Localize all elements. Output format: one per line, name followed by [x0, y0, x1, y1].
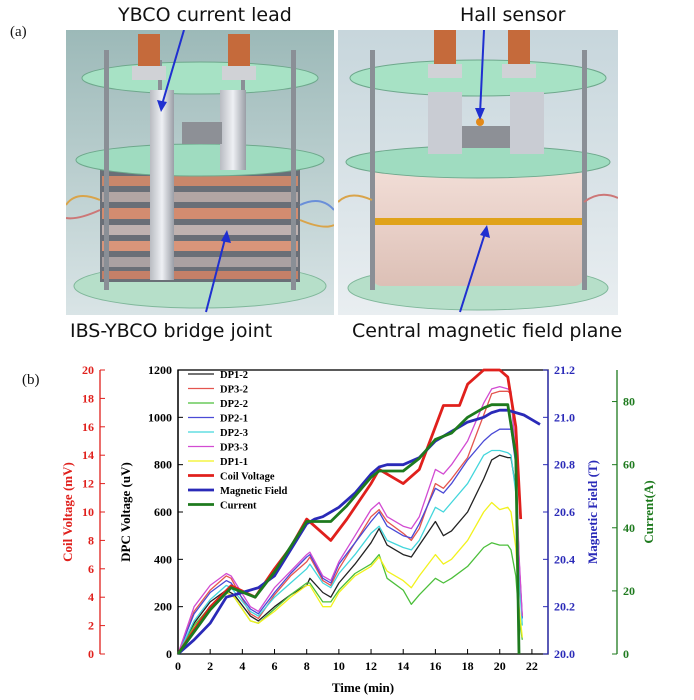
coil-tick-label: 16 — [82, 420, 94, 434]
chart-legend: DP1-2 DP3-2 DP2-2 DP2-1 DP2-3 DP3-3 DP1-1 Coil … — [188, 370, 288, 512]
dpc-tick-label: 600 — [154, 505, 172, 519]
dpc-tick-label: 1200 — [148, 363, 172, 377]
callout-bridge-joint: IBS-YBCO bridge joint — [70, 320, 273, 342]
current-tick-label: 40 — [623, 521, 635, 535]
field-tick-label: 20.0 — [554, 647, 575, 661]
legend-label: DP2-1 — [220, 414, 248, 425]
series-current — [176, 403, 521, 655]
legend-label: Magnetic Field — [220, 486, 288, 497]
dpc-tick-label: 0 — [166, 647, 172, 661]
x-tick-label: 12 — [365, 659, 377, 673]
current-axis-label: Current(A) — [641, 480, 656, 543]
bridge-joint-arrow — [205, 234, 227, 313]
field-plane-arrow — [459, 229, 487, 313]
series-dp3-3 — [177, 385, 523, 655]
legend-label: DP2-3 — [220, 428, 248, 439]
legend-label: DP1-1 — [220, 457, 248, 468]
x-tick-label: 14 — [397, 659, 409, 673]
field-tick-label: 20.4 — [554, 552, 575, 566]
photo-coil-assembly — [66, 30, 334, 315]
x-tick-label: 16 — [429, 659, 441, 673]
callout-field-plane: Central magnetic field plane — [352, 320, 623, 342]
chart-series — [176, 368, 541, 656]
coil-pancakes — [102, 176, 298, 279]
series-dp1-1 — [177, 501, 523, 655]
series-dp1-2 — [177, 454, 523, 655]
coil-tick-label: 10 — [82, 505, 94, 519]
field-tick-label: 21.2 — [554, 363, 575, 377]
legend-label: DP3-2 — [220, 385, 248, 396]
x-tick-label: 4 — [239, 659, 245, 673]
coil-assembly-illustration — [66, 30, 334, 315]
panel-b-label: (b) — [22, 372, 40, 388]
field-tick-label: 20.2 — [554, 600, 575, 614]
coil-tick-label: 8 — [88, 533, 94, 547]
legend-label: Coil Voltage — [220, 472, 275, 483]
coil-axis-label: Coil Voltage (mV) — [60, 462, 75, 562]
field-axis-label: Magnetic Field (T) — [585, 460, 600, 564]
central-field-band — [372, 218, 584, 225]
legend-label: DP3-3 — [220, 443, 248, 454]
x-tick-label: 6 — [272, 659, 278, 673]
current-tick-label: 0 — [623, 647, 629, 661]
callout-current-lead: YBCO current lead — [118, 4, 292, 26]
current-tick-label: 60 — [623, 458, 635, 472]
coil-tick-label: 20 — [82, 363, 94, 377]
series-dp2-3 — [177, 449, 523, 655]
x-tick-label: 0 — [175, 659, 181, 673]
photo-hall-sensor-assembly — [338, 30, 618, 315]
series-dp3-2 — [177, 390, 523, 655]
x-tick-label: 18 — [462, 659, 474, 673]
series-magnetic-field — [177, 408, 541, 656]
x-tick-label: 22 — [526, 659, 538, 673]
current-tick-label: 80 — [623, 395, 635, 409]
field-tick-label: 20.8 — [554, 458, 575, 472]
callout-hall-sensor: Hall sensor — [460, 4, 566, 26]
x-tick-label: 8 — [304, 659, 310, 673]
coil-tick-label: 4 — [88, 590, 94, 604]
x-tick-label: 2 — [207, 659, 213, 673]
dpc-axis-label: DPC Voltage (uV) — [118, 462, 133, 562]
current-tick-label: 20 — [623, 584, 635, 598]
hall-sensor-arrow — [479, 30, 485, 115]
legend-label: Current — [220, 501, 257, 512]
dpc-tick-label: 800 — [154, 458, 172, 472]
dpc-tick-label: 1000 — [148, 410, 172, 424]
dpc-tick-label: 200 — [154, 600, 172, 614]
coil-tick-label: 12 — [82, 477, 94, 491]
series-dp2-1 — [177, 428, 523, 655]
field-tick-label: 20.6 — [554, 505, 575, 519]
coil-tick-label: 14 — [82, 448, 94, 462]
legend-label: DP2-2 — [220, 399, 248, 410]
coil-tick-label: 6 — [88, 562, 94, 576]
current-lead-arrow — [160, 30, 185, 109]
coil-tick-label: 0 — [88, 647, 94, 661]
coil-tick-label: 18 — [82, 391, 94, 405]
x-tick-label: 20 — [494, 659, 506, 673]
x-tick-label: 10 — [333, 659, 345, 673]
field-tick-label: 21.0 — [554, 410, 575, 424]
hall-sensor-chip — [476, 118, 484, 126]
dpc-tick-label: 400 — [154, 552, 172, 566]
panel-a-label: (a) — [10, 24, 27, 40]
legend-label: DP1-2 — [220, 370, 248, 381]
coil-tick-label: 2 — [88, 619, 94, 633]
hall-sensor-illustration — [338, 30, 618, 315]
x-axis-label: Time (min) — [332, 680, 394, 695]
